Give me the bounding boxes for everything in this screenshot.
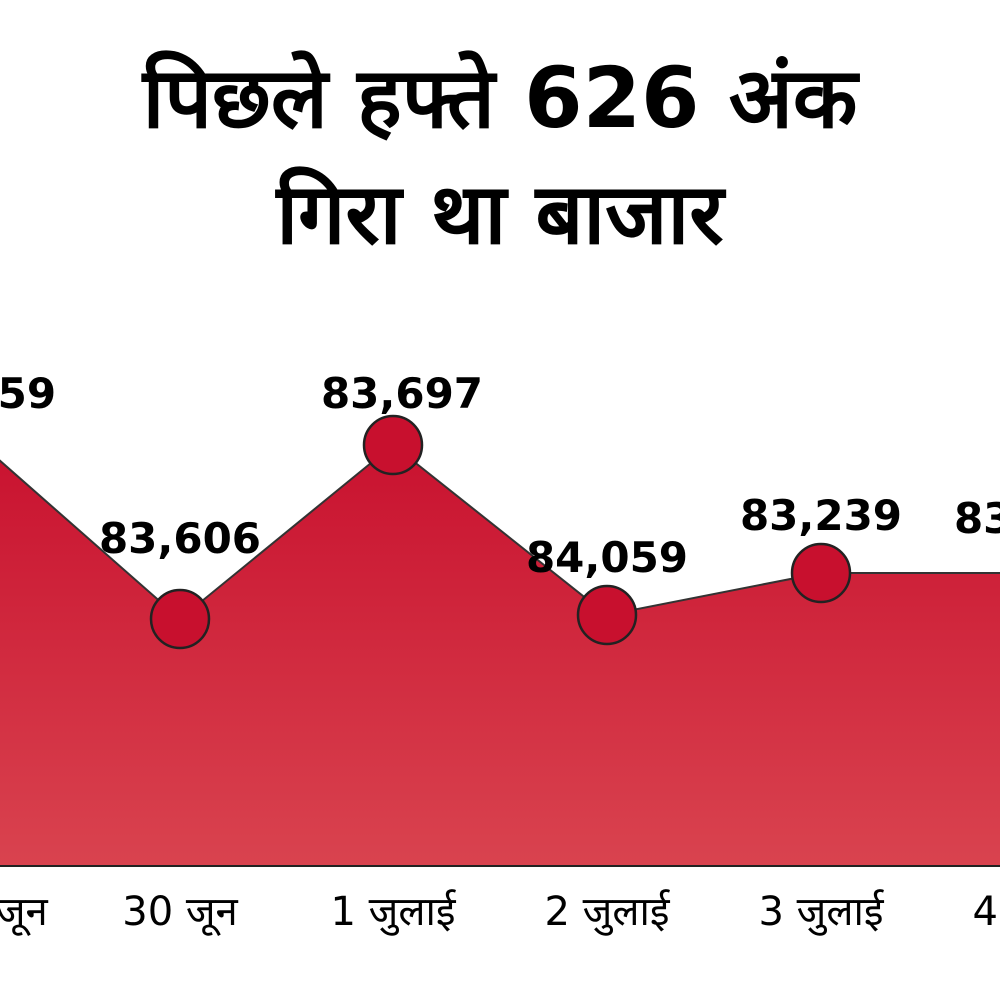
data-point — [362, 414, 424, 476]
x-tick-label: 1 जुलाई — [331, 889, 457, 936]
data-label: 83,432 — [954, 494, 1000, 543]
x-tick-label: 27 जून — [0, 889, 49, 936]
series-line — [0, 443, 1000, 621]
data-point — [576, 584, 638, 646]
title-line-2: गिरा था बाजार — [276, 165, 724, 263]
title-line-1: पिछले हफ्ते 626 अंक — [142, 49, 858, 147]
data-point — [149, 588, 211, 650]
chart-title: पिछले हफ्ते 626 अंक गिरा था बाजार — [0, 40, 1000, 272]
data-label: 84,059 — [0, 369, 56, 418]
x-tick-label: 4 जुलाई — [973, 889, 1000, 936]
x-tick-label: 30 जून — [122, 889, 238, 936]
data-label: 84,059 — [526, 533, 688, 582]
data-label: 83,606 — [99, 514, 261, 563]
data-label: 83,697 — [321, 369, 483, 418]
x-tick-label: 3 जुलाई — [759, 889, 885, 936]
x-tick-label: 2 जुलाई — [545, 889, 671, 936]
data-point — [790, 542, 852, 604]
data-label: 83,239 — [740, 491, 902, 540]
area-fill — [0, 445, 1000, 866]
